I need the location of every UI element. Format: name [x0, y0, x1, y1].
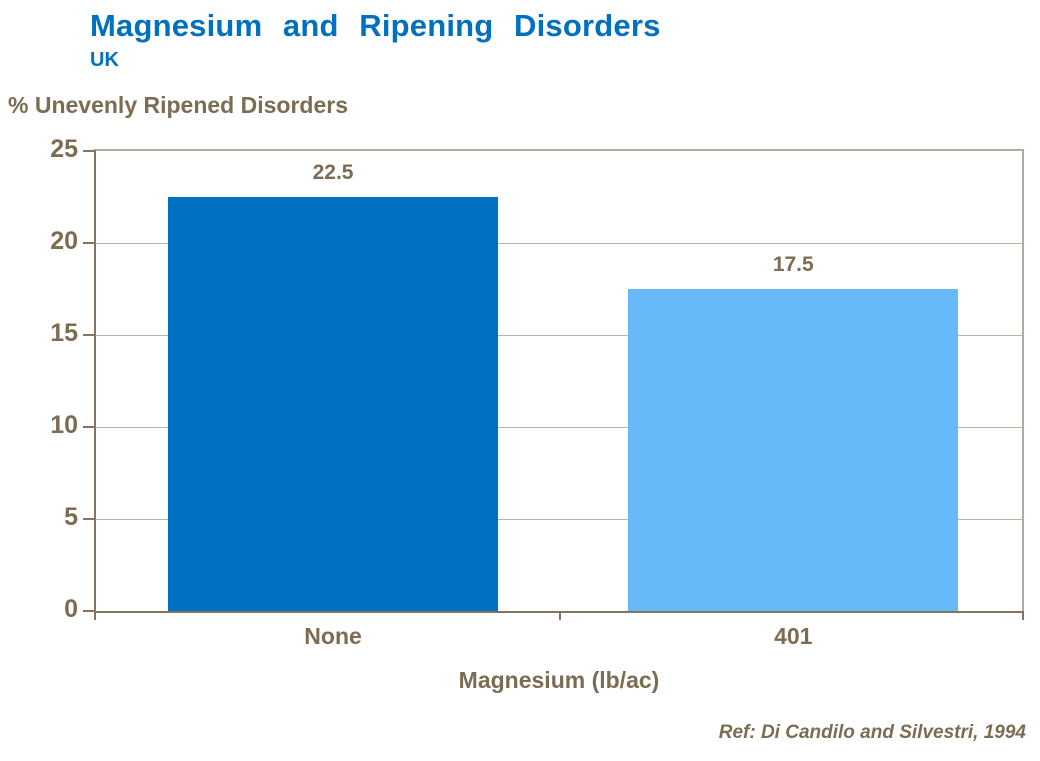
gridline-5	[96, 518, 1022, 520]
gridline-20	[96, 242, 1022, 244]
y-tick-label-15: 15	[50, 319, 78, 347]
y-tick-label-10: 10	[50, 411, 78, 439]
gridline-15	[96, 334, 1022, 336]
bar-401	[628, 289, 959, 611]
x-tick-mark-1	[559, 611, 561, 620]
x-tick-mark-0	[94, 611, 96, 620]
reference-citation: Ref: Di Candilo and Silvestri, 1994	[718, 722, 1026, 743]
y-tick-label-20: 20	[50, 227, 78, 255]
y-tick-mark-15	[83, 334, 94, 336]
gridline-10	[96, 426, 1022, 428]
y-tick-label-5: 5	[64, 503, 78, 531]
bar-none	[168, 197, 499, 611]
x-category-label-401: 401	[774, 623, 813, 649]
chart-title: Magnesium and Ripening Disorders	[90, 8, 661, 43]
bar-value-label-none: 22.5	[312, 161, 354, 184]
x-axis-title: Magnesium (lb/ac)	[458, 667, 660, 693]
chart-subtitle: UK	[90, 49, 119, 71]
y-tick-mark-25	[83, 150, 94, 152]
bar-value-label-401: 17.5	[772, 253, 814, 276]
x-tick-mark-2	[1022, 611, 1024, 620]
x-category-label-none: None	[304, 623, 362, 649]
y-tick-mark-20	[83, 242, 94, 244]
plot-area: Magnesium (lb/ac) 0 5 10 15 20 25 22.5 None 17.5…	[50, 137, 1024, 693]
y-tick-mark-0	[83, 610, 94, 612]
y-tick-label-25: 25	[50, 135, 78, 163]
y-tick-mark-5	[83, 518, 94, 520]
y-tick-mark-10	[83, 426, 94, 428]
y-tick-label-0: 0	[64, 595, 78, 623]
y-axis-title: % Unevenly Ripened Disorders	[8, 92, 348, 118]
